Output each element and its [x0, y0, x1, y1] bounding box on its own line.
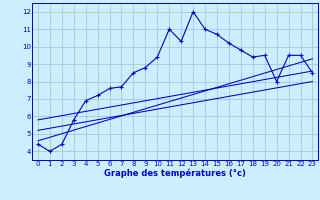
X-axis label: Graphe des températures (°c): Graphe des températures (°c): [104, 168, 246, 178]
